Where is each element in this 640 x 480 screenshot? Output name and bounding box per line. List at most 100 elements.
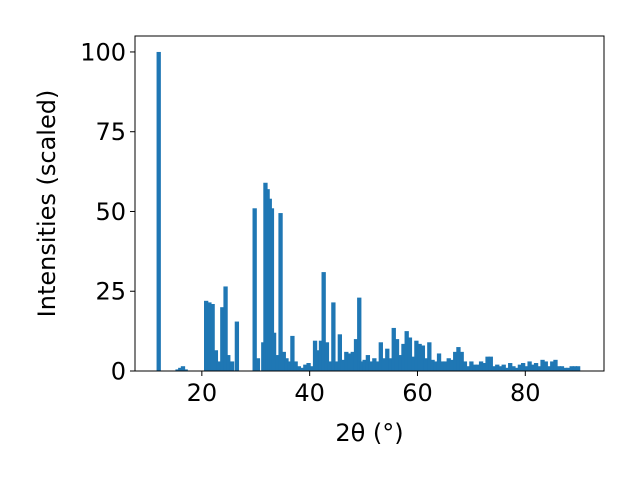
x-tick-label: 60 xyxy=(402,379,433,407)
bar xyxy=(378,342,383,371)
bar xyxy=(517,364,523,371)
bar xyxy=(443,361,448,371)
bar xyxy=(491,366,497,371)
bar xyxy=(404,331,409,371)
bar xyxy=(271,332,277,371)
bar xyxy=(183,369,188,371)
bar xyxy=(430,359,435,371)
bar xyxy=(296,366,302,371)
y-axis-label: Intensities (scaled) xyxy=(33,90,61,318)
bar xyxy=(537,366,542,371)
bar xyxy=(156,51,161,371)
bar xyxy=(563,367,568,371)
bar xyxy=(566,367,571,371)
bar xyxy=(368,361,374,371)
bar xyxy=(281,351,286,371)
bar xyxy=(504,367,510,371)
bar xyxy=(375,361,380,371)
bar xyxy=(462,361,468,371)
bar xyxy=(459,351,464,371)
bar xyxy=(398,355,403,371)
bar xyxy=(495,364,500,371)
y-tick-label: 25 xyxy=(95,278,126,306)
bar xyxy=(267,198,272,371)
bar xyxy=(321,272,326,371)
bar xyxy=(446,358,451,371)
bar xyxy=(344,351,349,371)
bar xyxy=(440,361,445,371)
bar xyxy=(394,339,400,371)
bar xyxy=(414,340,419,371)
y-tick-label: 0 xyxy=(111,358,126,386)
bar xyxy=(293,361,298,371)
bar xyxy=(388,358,393,371)
bar xyxy=(508,363,513,371)
bar xyxy=(407,337,413,371)
bar xyxy=(530,364,535,371)
bar xyxy=(220,307,225,371)
bar xyxy=(210,304,215,371)
bar xyxy=(488,356,493,371)
bar xyxy=(359,361,365,371)
bar xyxy=(324,342,330,371)
bar xyxy=(575,366,581,371)
bar xyxy=(278,213,283,371)
bar xyxy=(456,347,461,371)
bar xyxy=(290,335,295,371)
bar xyxy=(553,359,558,371)
bar xyxy=(411,356,416,371)
bar xyxy=(340,359,346,371)
bar xyxy=(475,364,481,371)
y-tick-label: 50 xyxy=(95,198,126,226)
y-tick-label: 75 xyxy=(95,118,126,146)
bar xyxy=(309,366,314,371)
bar xyxy=(350,351,355,371)
bar xyxy=(357,297,362,371)
bar xyxy=(569,366,574,371)
bar xyxy=(318,340,324,371)
bar xyxy=(362,359,367,371)
bar xyxy=(372,358,377,371)
bar xyxy=(533,363,539,371)
bar xyxy=(401,343,406,371)
bar xyxy=(213,350,219,371)
bar xyxy=(299,367,305,371)
bar xyxy=(546,366,552,371)
bar xyxy=(284,358,289,371)
bar xyxy=(385,348,390,371)
bar xyxy=(316,350,321,371)
bar xyxy=(478,361,484,371)
bar xyxy=(472,364,477,371)
bar xyxy=(469,361,474,371)
bar xyxy=(449,359,455,371)
bar xyxy=(365,355,371,371)
bar xyxy=(482,363,487,371)
bar xyxy=(252,208,257,371)
bar xyxy=(540,359,545,371)
bar xyxy=(334,361,339,371)
bar xyxy=(287,361,292,371)
bar xyxy=(207,302,212,371)
bar xyxy=(498,366,503,371)
bar xyxy=(226,355,231,371)
axes-frame xyxy=(134,35,605,372)
bar xyxy=(572,366,578,371)
x-tick-label: 20 xyxy=(187,379,218,407)
bar xyxy=(255,358,261,371)
bar xyxy=(204,300,209,371)
bar xyxy=(331,302,336,371)
bar xyxy=(269,208,275,371)
bar xyxy=(337,334,342,371)
bar xyxy=(423,358,429,371)
bar xyxy=(391,327,396,371)
x-tick-label: 80 xyxy=(510,379,541,407)
bar xyxy=(303,364,308,371)
bar xyxy=(180,366,186,371)
bar xyxy=(559,366,565,371)
bar xyxy=(347,353,352,371)
bar xyxy=(263,182,268,371)
x-tick-label: 40 xyxy=(294,379,325,407)
bar xyxy=(381,358,387,371)
